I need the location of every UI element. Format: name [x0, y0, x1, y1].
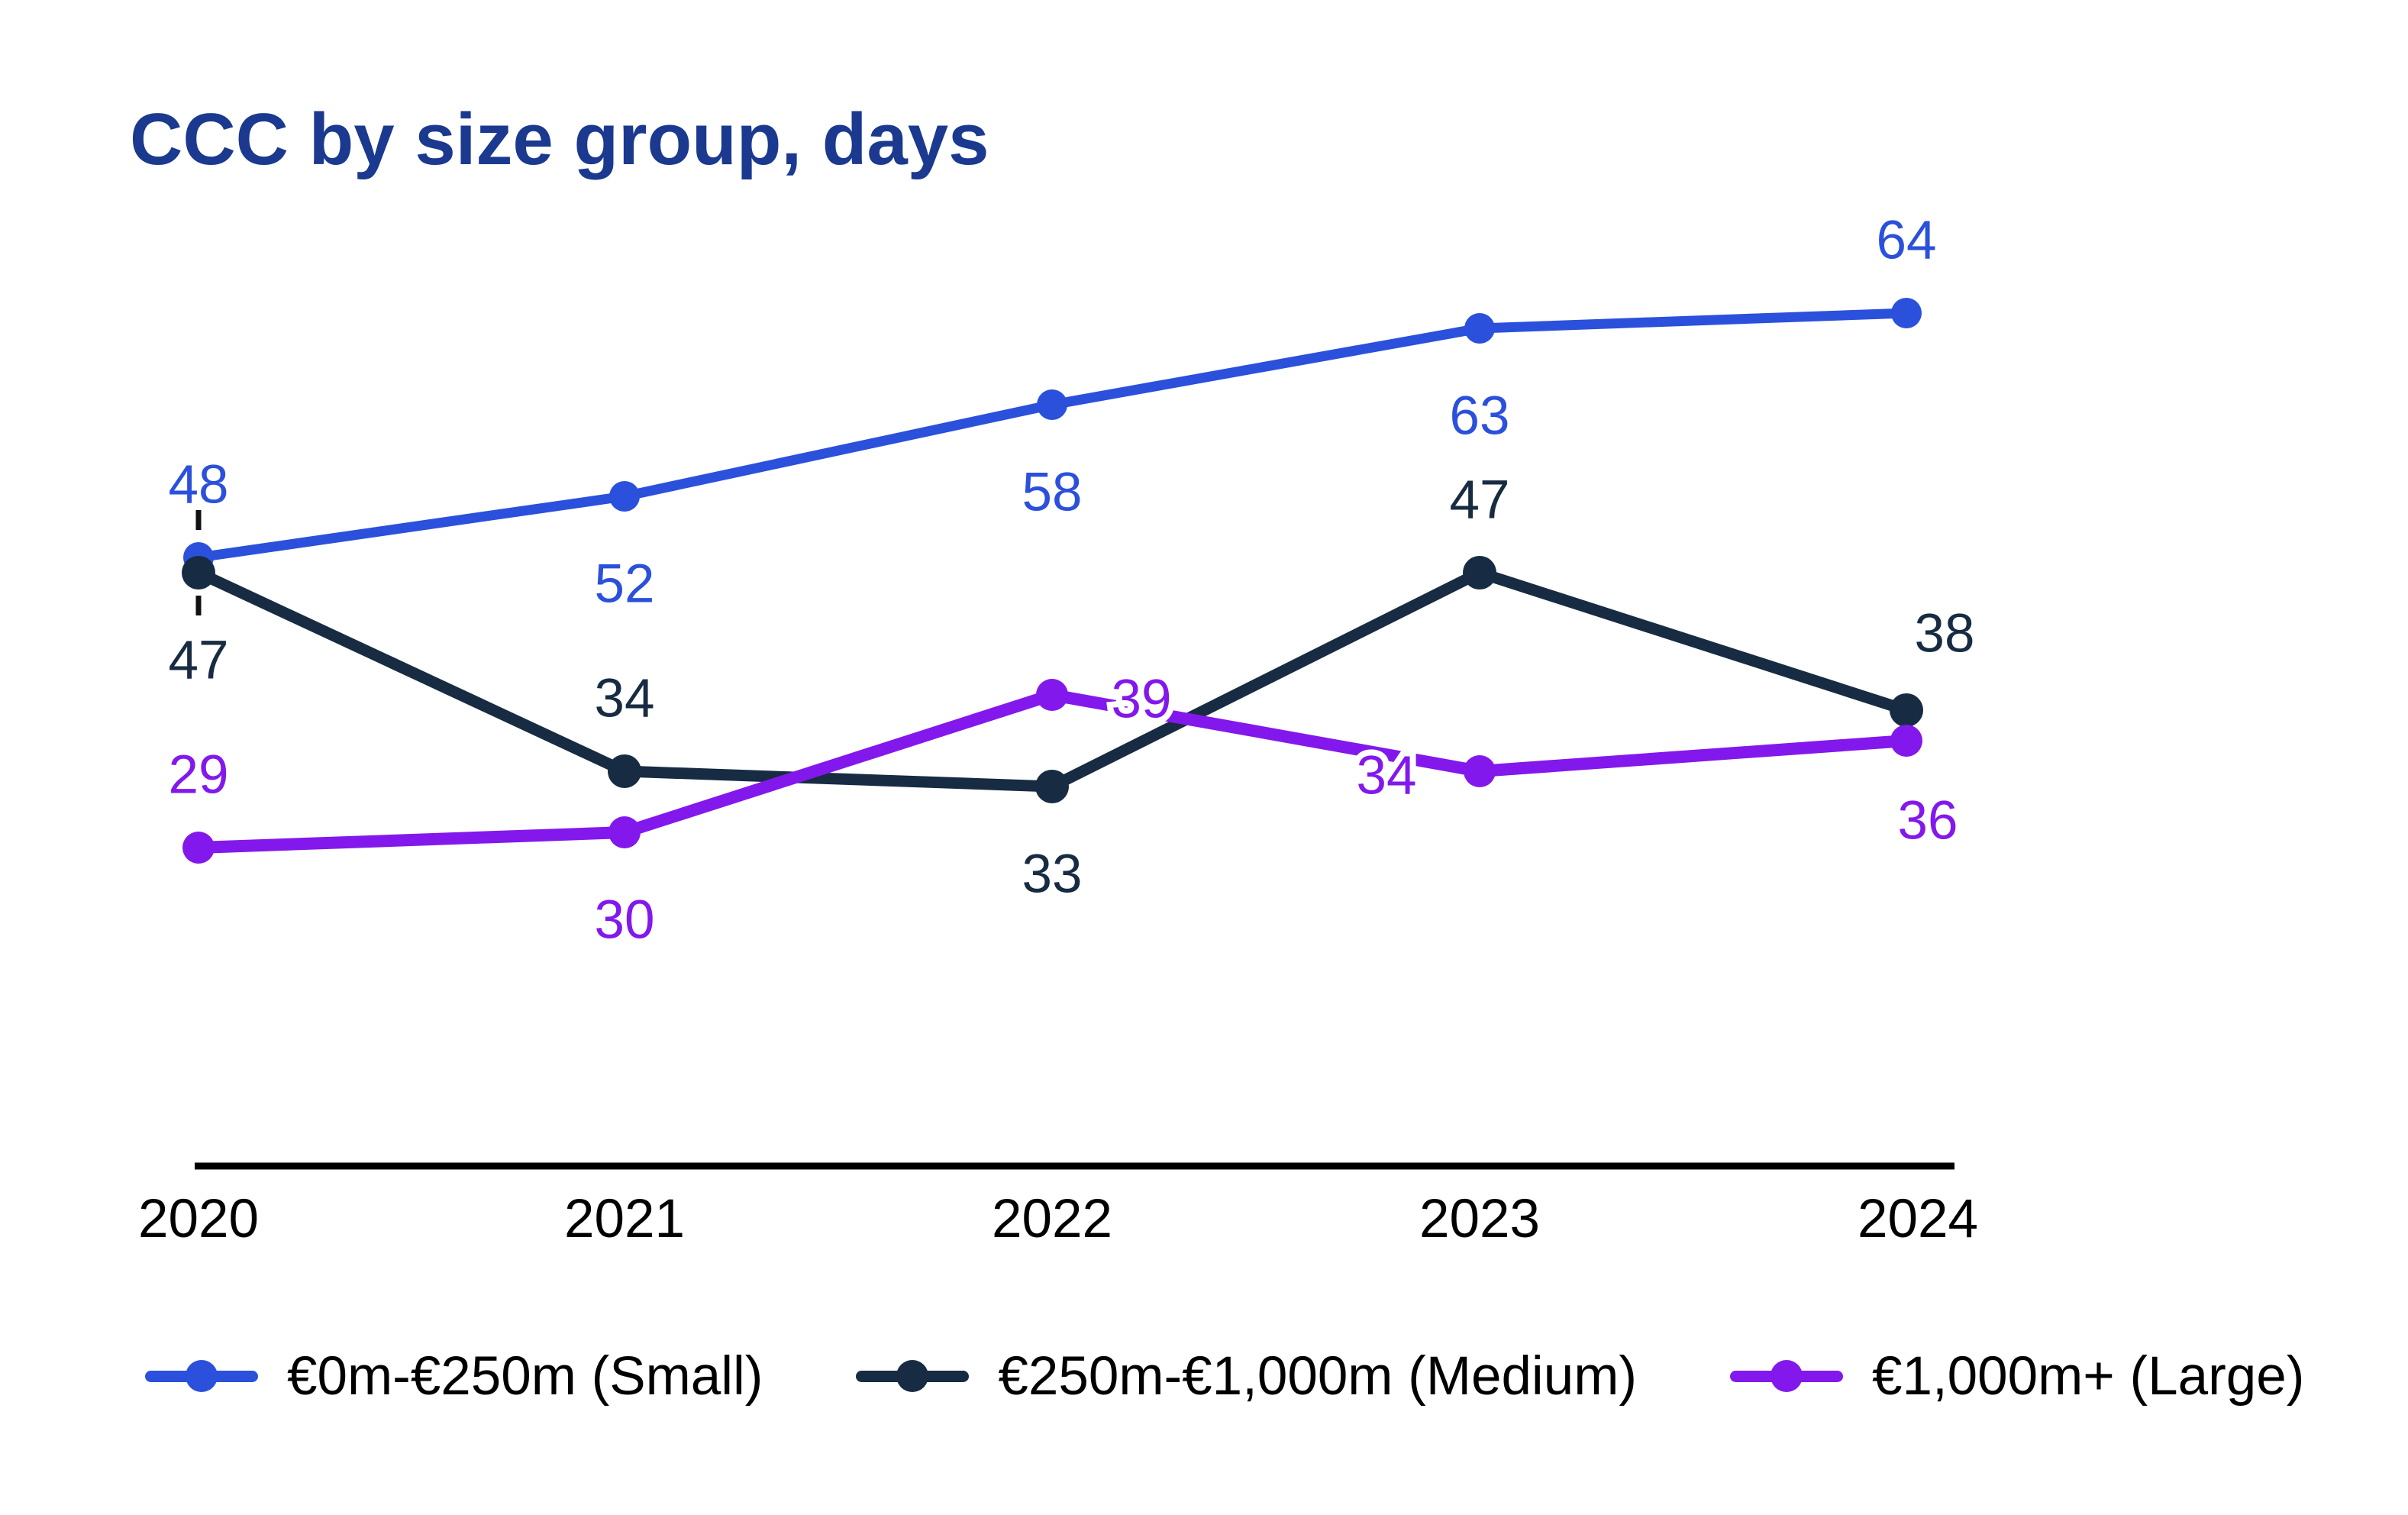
data-label-large-2021: 30 — [595, 890, 655, 951]
data-label-large-2024: 36 — [1898, 791, 1958, 851]
data-point-medium-2021 — [608, 754, 641, 788]
data-label-small-2022: 58 — [1022, 463, 1083, 523]
data-point-large-2020 — [182, 832, 215, 864]
data-label-medium-2021: 34 — [595, 669, 655, 729]
data-label-small-2020: 48 — [169, 455, 229, 515]
data-label-small-2023: 63 — [1450, 386, 1510, 447]
data-label-medium-2024: 38 — [1915, 604, 1975, 664]
data-label-small-2024: 64 — [1877, 211, 1937, 271]
data-label-small-2021: 52 — [595, 554, 655, 615]
data-point-medium-2023 — [1463, 556, 1496, 590]
data-point-large-2022 — [1036, 679, 1068, 711]
x-tick-2023: 2023 — [1419, 1189, 1540, 1249]
legend-label-medium: €250m-€1,000m (Medium) — [998, 1345, 1637, 1407]
data-point-large-2021 — [608, 816, 641, 848]
chart-title: CCC by size group, days — [130, 99, 989, 180]
data-label-large-2023: 34 — [1357, 746, 1417, 806]
data-point-medium-2022 — [1035, 770, 1069, 803]
series-medium — [182, 556, 1923, 803]
legend-label-large: €1,000m+ (Large) — [1871, 1345, 2305, 1407]
data-point-large-2024 — [1890, 725, 1922, 757]
legend-label-small: €0m-€250m (Small) — [287, 1345, 763, 1407]
legend-marker-large-icon — [1729, 1338, 1843, 1414]
x-tick-2022: 2022 — [992, 1189, 1112, 1249]
data-point-medium-2020 — [182, 556, 215, 590]
legend-marker-small-icon — [145, 1338, 258, 1414]
legend-item-large: €1,000m+ (Large) — [1729, 1338, 2305, 1414]
data-point-small-2021 — [609, 481, 640, 512]
legend-item-small: €0m-€250m (Small) — [145, 1338, 763, 1414]
series-large — [182, 679, 1922, 864]
data-point-small-2023 — [1464, 313, 1495, 344]
data-point-large-2023 — [1464, 755, 1496, 787]
data-label-medium-2020: 47 — [169, 631, 229, 691]
data-point-small-2022 — [1037, 389, 1067, 420]
x-tick-2024: 2024 — [1858, 1189, 1978, 1249]
data-label-medium-2023: 47 — [1450, 470, 1510, 531]
chart-legend: €0m-€250m (Small) €250m-€1,000m (Medium)… — [145, 1338, 2304, 1414]
data-label-large-2020: 29 — [169, 745, 229, 806]
data-point-small-2024 — [1891, 298, 1922, 328]
data-point-medium-2024 — [1890, 693, 1923, 727]
x-tick-2021: 2021 — [564, 1189, 685, 1249]
data-label-large-2022: 39 — [1112, 670, 1172, 730]
data-label-medium-2022: 33 — [1022, 845, 1083, 905]
x-tick-2020: 2020 — [138, 1189, 259, 1249]
legend-marker-medium-icon — [856, 1338, 970, 1414]
series-small — [183, 298, 1922, 573]
legend-item-medium: €250m-€1,000m (Medium) — [856, 1338, 1637, 1414]
